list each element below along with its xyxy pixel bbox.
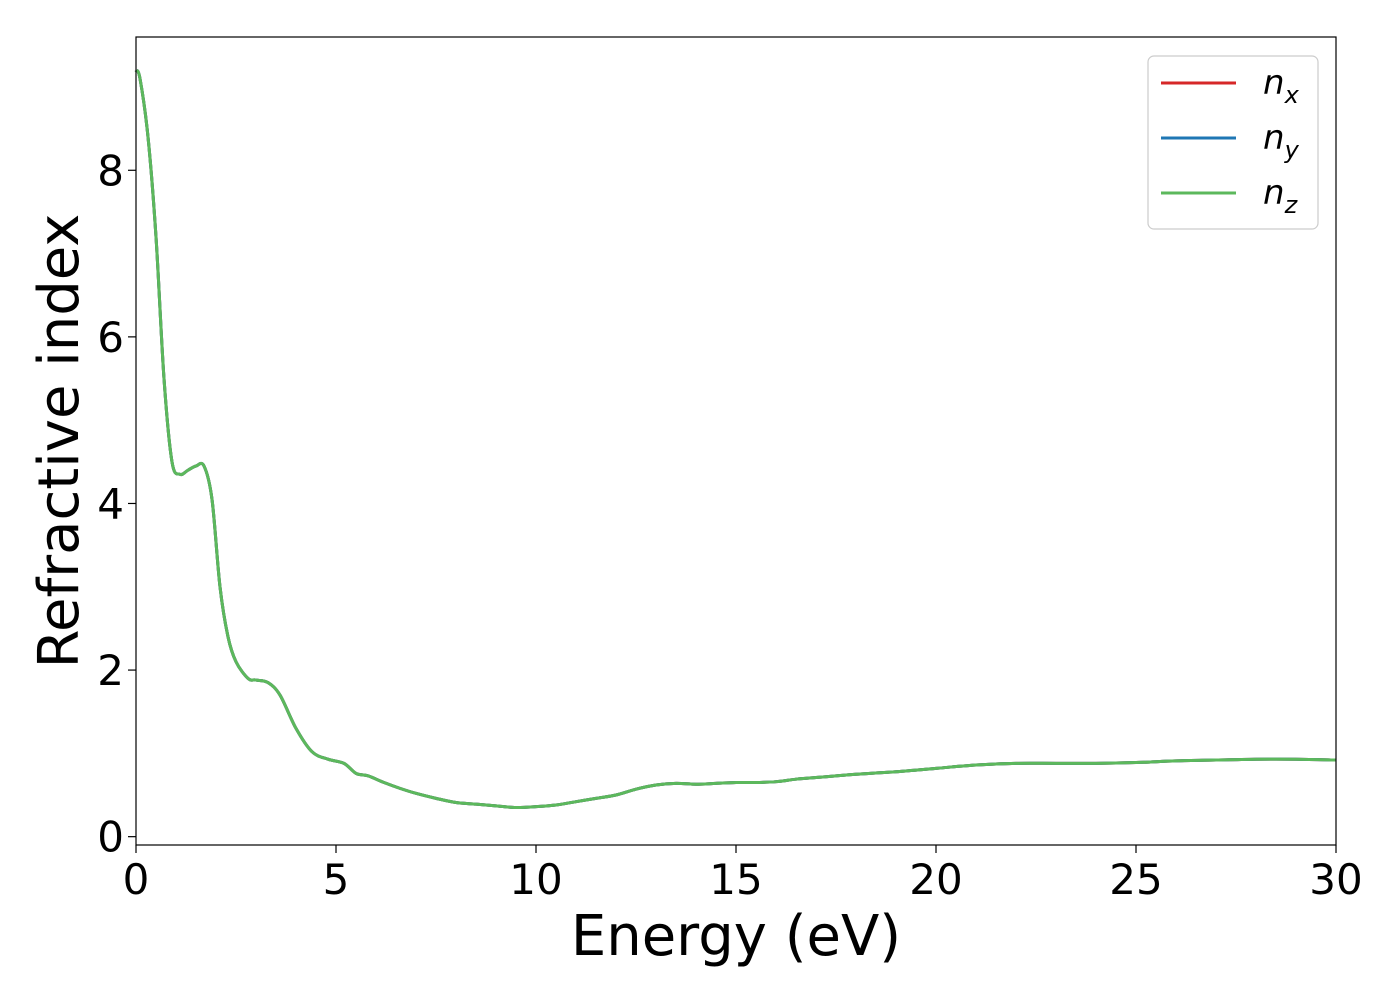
legend-label-nx: nx — [1263, 63, 1300, 109]
y-axis-title: Refractive index — [27, 214, 92, 669]
y-tick-label: 4 — [97, 479, 124, 528]
x-tick-label: 20 — [909, 855, 962, 904]
x-tick-label: 15 — [709, 855, 762, 904]
y-tick-label: 6 — [97, 313, 124, 362]
x-axis-title: Energy (eV) — [571, 904, 901, 969]
legend-label-ny: ny — [1263, 118, 1300, 164]
x-axis: 0 5 10 15 20 25 30 — [123, 845, 1363, 904]
x-tick-label: 25 — [1109, 855, 1162, 904]
y-tick-label: 0 — [97, 813, 124, 862]
x-tick-label: 30 — [1309, 855, 1362, 904]
legend-frame — [1147, 55, 1319, 230]
y-tick-label: 2 — [97, 646, 124, 695]
legend-label-nz: nz — [1263, 173, 1299, 219]
x-tick-label: 5 — [323, 855, 350, 904]
legend: nx ny nz — [1147, 55, 1319, 230]
x-tick-label: 0 — [123, 855, 150, 904]
y-axis: 0 2 4 6 8 — [97, 146, 136, 862]
x-tick-label: 10 — [509, 855, 562, 904]
y-tick-label: 8 — [97, 146, 124, 195]
series-layer — [134, 69, 1337, 810]
series-line-nz — [134, 69, 1337, 810]
